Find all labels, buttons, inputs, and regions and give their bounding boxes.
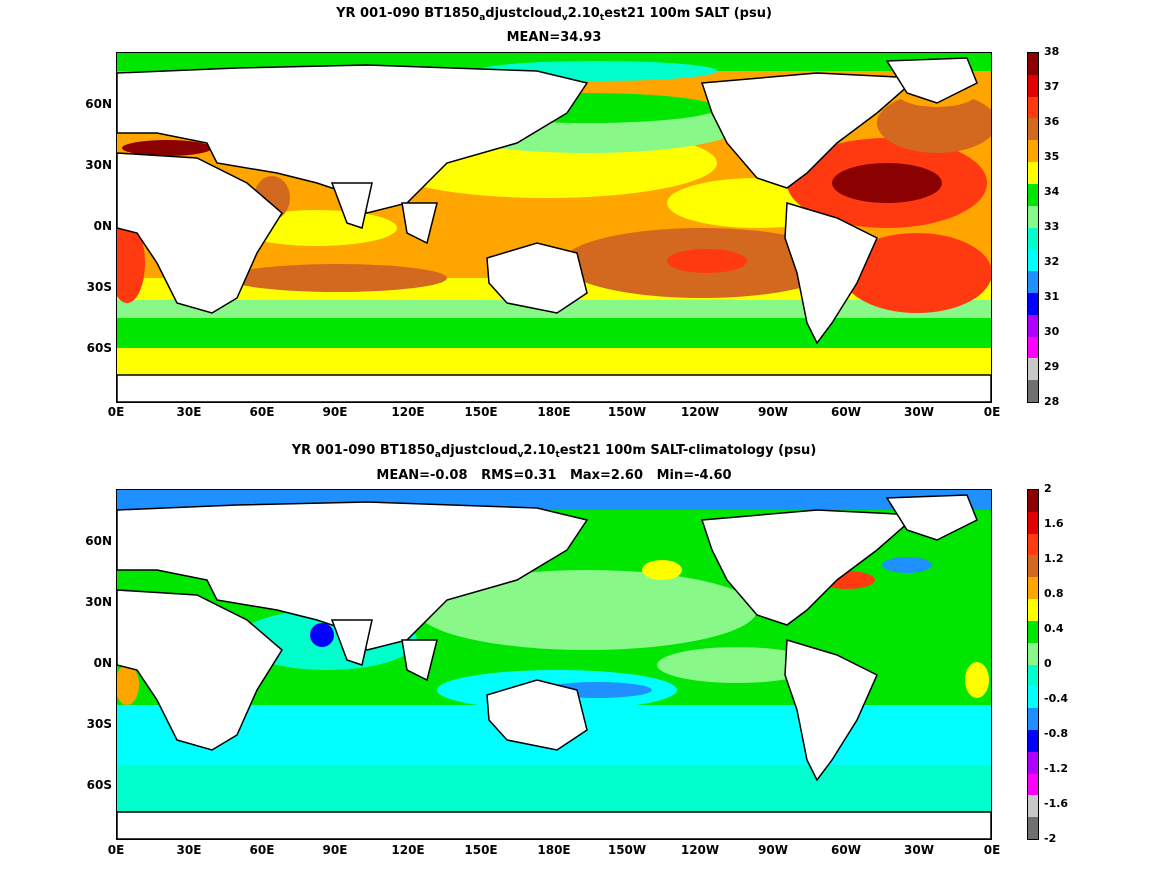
bottom-colorbar-swatch: [1028, 511, 1038, 534]
top-colorbar-swatch: [1028, 140, 1038, 163]
bottom-colorbar-swatch: [1028, 751, 1038, 774]
top-colorbar-swatch: [1028, 249, 1038, 272]
top-colorbar-swatch: [1028, 336, 1038, 359]
bottom-cb-tick: -1.6: [1044, 797, 1069, 810]
bottom-cb-tick: -2: [1044, 832, 1057, 845]
top-lat-30n: 30N: [85, 158, 112, 172]
bottom-colorbar-swatch: [1028, 686, 1038, 709]
bottom-lon-label: 0E: [983, 843, 1001, 857]
top-cb-tick: 37: [1044, 80, 1060, 93]
bottom-lat-30n: 30N: [85, 595, 112, 609]
bottom-lon-label: 180E: [537, 843, 571, 857]
bottom-cb-tick: 0.4: [1044, 622, 1064, 635]
top-colorbar-swatch: [1028, 292, 1038, 315]
bottom-colorbar-swatch: [1028, 599, 1038, 621]
bottom-cb-tick: 0.8: [1044, 587, 1064, 600]
bottom-colorbar-swatch: [1028, 795, 1038, 818]
bottom-colorbar-swatch: [1028, 533, 1038, 556]
top-salinity-map: [116, 52, 992, 403]
bottom-lon-label: 120W: [680, 843, 720, 857]
bottom-colorbar-swatch: [1028, 817, 1038, 839]
bottom-lon-label: 150E: [464, 843, 498, 857]
bottom-lat-0n: 0N: [93, 656, 112, 670]
bottom-cb-tick: 1.6: [1044, 517, 1064, 530]
top-colorbar-swatch: [1028, 162, 1038, 184]
bottom-title: YR 001-090 BT1850adjustcloudv2.10test21 …: [291, 443, 817, 460]
bottom-colorbar-swatch: [1028, 555, 1038, 578]
top-lon-label: 150W: [607, 405, 647, 419]
top-lat-60n: 60N: [85, 97, 112, 111]
top-lon-label: 30E: [176, 405, 202, 419]
bottom-lon-label: 120E: [391, 843, 425, 857]
top-cb-tick: 30: [1044, 325, 1060, 338]
bottom-lon-label: 150W: [607, 843, 647, 857]
bottom-cb-tick: 1.2: [1044, 552, 1064, 565]
bottom-colorbar-swatch: [1028, 620, 1038, 643]
top-cb-tick: 33: [1044, 220, 1060, 233]
top-colorbar: [1027, 52, 1039, 403]
bottom-lon-label: 90E: [322, 843, 348, 857]
bottom-lon-label: 60E: [249, 843, 275, 857]
bottom-lon-label: 60W: [831, 843, 861, 857]
bottom-lon-label: 90W: [758, 843, 788, 857]
bottom-colorbar-swatch: [1028, 490, 1038, 512]
bottom-colorbar-swatch: [1028, 664, 1038, 687]
top-colorbar-swatch: [1028, 205, 1038, 228]
top-colorbar-swatch: [1028, 96, 1038, 119]
top-lon-label: 60W: [831, 405, 861, 419]
top-colorbar-swatch: [1028, 53, 1038, 75]
bottom-colorbar-swatch: [1028, 577, 1038, 600]
top-lon-label: 60E: [249, 405, 275, 419]
top-cb-tick: 35: [1044, 150, 1060, 163]
top-cb-tick: 28: [1044, 395, 1060, 408]
top-colorbar-swatch: [1028, 358, 1038, 381]
top-colorbar-swatch: [1028, 380, 1038, 402]
top-lon-label: 120E: [391, 405, 425, 419]
top-lon-label: 120W: [680, 405, 720, 419]
bottom-colorbar-swatch: [1028, 729, 1038, 752]
top-cb-tick: 36: [1044, 115, 1060, 128]
top-cb-tick: 29: [1044, 360, 1060, 373]
top-lon-label: 0E: [107, 405, 125, 419]
top-colorbar-swatch: [1028, 118, 1038, 141]
bottom-anomaly-map: [116, 489, 992, 840]
top-lat-60s: 60S: [86, 341, 112, 355]
bottom-cb-tick: -1.2: [1044, 762, 1069, 775]
bottom-lat-60s: 60S: [86, 778, 112, 792]
bottom-lon-label: 30W: [904, 843, 934, 857]
bottom-cb-tick: 0: [1044, 657, 1052, 670]
top-colorbar-swatch: [1028, 314, 1038, 337]
top-lon-label: 90W: [758, 405, 788, 419]
top-lon-label: 150E: [464, 405, 498, 419]
bottom-cb-tick: -0.4: [1044, 692, 1069, 705]
top-title: YR 001-090 BT1850adjustcloudv2.10test21 …: [336, 6, 772, 23]
top-lat-0n: 0N: [93, 219, 112, 233]
bottom-lon-label: 0E: [107, 843, 125, 857]
bottom-colorbar-swatch: [1028, 773, 1038, 796]
top-lon-label: 180E: [537, 405, 571, 419]
top-cb-tick: 38: [1044, 45, 1060, 58]
bottom-colorbar-swatch: [1028, 708, 1038, 730]
top-colorbar-swatch: [1028, 227, 1038, 250]
bottom-colorbar: [1027, 489, 1039, 840]
bottom-cb-tick: -0.8: [1044, 727, 1069, 740]
bottom-subtitle: MEAN=-0.08 RMS=0.31 Max=2.60 Min=-4.60: [376, 468, 732, 483]
top-lon-label: 90E: [322, 405, 348, 419]
bottom-colorbar-swatch: [1028, 642, 1038, 665]
bottom-cb-tick: 2: [1044, 482, 1052, 495]
top-cb-tick: 31: [1044, 290, 1060, 303]
bottom-lat-30s: 30S: [86, 717, 112, 731]
top-colorbar-swatch: [1028, 183, 1038, 206]
top-subtitle: MEAN=34.93: [506, 30, 602, 45]
top-cb-tick: 32: [1044, 255, 1060, 268]
top-lat-30s: 30S: [86, 280, 112, 294]
bottom-lat-60n: 60N: [85, 534, 112, 548]
top-lon-label: 30W: [904, 405, 934, 419]
top-colorbar-swatch: [1028, 74, 1038, 97]
top-cb-tick: 34: [1044, 185, 1060, 198]
top-colorbar-swatch: [1028, 271, 1038, 293]
bottom-lon-label: 30E: [176, 843, 202, 857]
top-lon-label: 0E: [983, 405, 1001, 419]
